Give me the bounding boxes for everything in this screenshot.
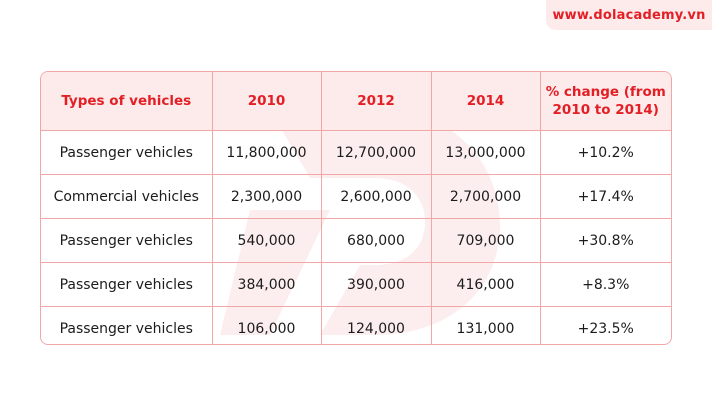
cell-2010: 384,000 bbox=[212, 262, 322, 307]
cell-2010: 540,000 bbox=[212, 218, 322, 263]
cell-2014: 416,000 bbox=[431, 262, 541, 307]
table-row: Passenger vehicles 106,000 124,000 131,0… bbox=[41, 306, 671, 344]
cell-percent-change: +17.4% bbox=[540, 174, 671, 219]
cell-vehicle-type: Commercial vehicles bbox=[41, 174, 213, 219]
header-percent-change: % change (from 2010 to 2014) bbox=[540, 72, 671, 131]
site-url-text: www.dolacademy.vn bbox=[552, 7, 706, 23]
table-row: Passenger vehicles 11,800,000 12,700,000… bbox=[41, 130, 671, 175]
table-row: Passenger vehicles 540,000 680,000 709,0… bbox=[41, 218, 671, 263]
cell-vehicle-type: Passenger vehicles bbox=[41, 130, 213, 175]
header-2012: 2012 bbox=[321, 72, 432, 131]
cell-percent-change: +8.3% bbox=[540, 262, 671, 307]
header-2010: 2010 bbox=[212, 72, 322, 131]
cell-percent-change: +10.2% bbox=[540, 130, 671, 175]
cell-2010: 11,800,000 bbox=[212, 130, 322, 175]
cell-2014: 709,000 bbox=[431, 218, 541, 263]
header-2014: 2014 bbox=[431, 72, 541, 131]
cell-vehicle-type: Passenger vehicles bbox=[41, 218, 213, 263]
header-vehicle-type: Types of vehicles bbox=[41, 72, 213, 131]
cell-vehicle-type: Passenger vehicles bbox=[41, 306, 213, 344]
cell-2012: 124,000 bbox=[321, 306, 432, 344]
cell-vehicle-type: Passenger vehicles bbox=[41, 262, 213, 307]
cell-2014: 131,000 bbox=[431, 306, 541, 344]
cell-percent-change: +30.8% bbox=[540, 218, 671, 263]
cell-2012: 2,600,000 bbox=[321, 174, 432, 219]
table-header-row: Types of vehicles 2010 2012 2014 % chang… bbox=[41, 72, 671, 131]
cell-2014: 13,000,000 bbox=[431, 130, 541, 175]
table-row: Commercial vehicles 2,300,000 2,600,000 … bbox=[41, 174, 671, 219]
site-url-badge[interactable]: www.dolacademy.vn bbox=[546, 0, 712, 30]
cell-2012: 12,700,000 bbox=[321, 130, 432, 175]
cell-2012: 390,000 bbox=[321, 262, 432, 307]
cell-2010: 106,000 bbox=[212, 306, 322, 344]
cell-2010: 2,300,000 bbox=[212, 174, 322, 219]
cell-2014: 2,700,000 bbox=[431, 174, 541, 219]
table-row: Passenger vehicles 384,000 390,000 416,0… bbox=[41, 262, 671, 307]
vehicle-table-container: Types of vehicles 2010 2012 2014 % chang… bbox=[40, 71, 672, 345]
cell-percent-change: +23.5% bbox=[577, 320, 634, 337]
vehicle-table: Types of vehicles 2010 2012 2014 % chang… bbox=[41, 72, 671, 344]
cell-2012: 680,000 bbox=[321, 218, 432, 263]
